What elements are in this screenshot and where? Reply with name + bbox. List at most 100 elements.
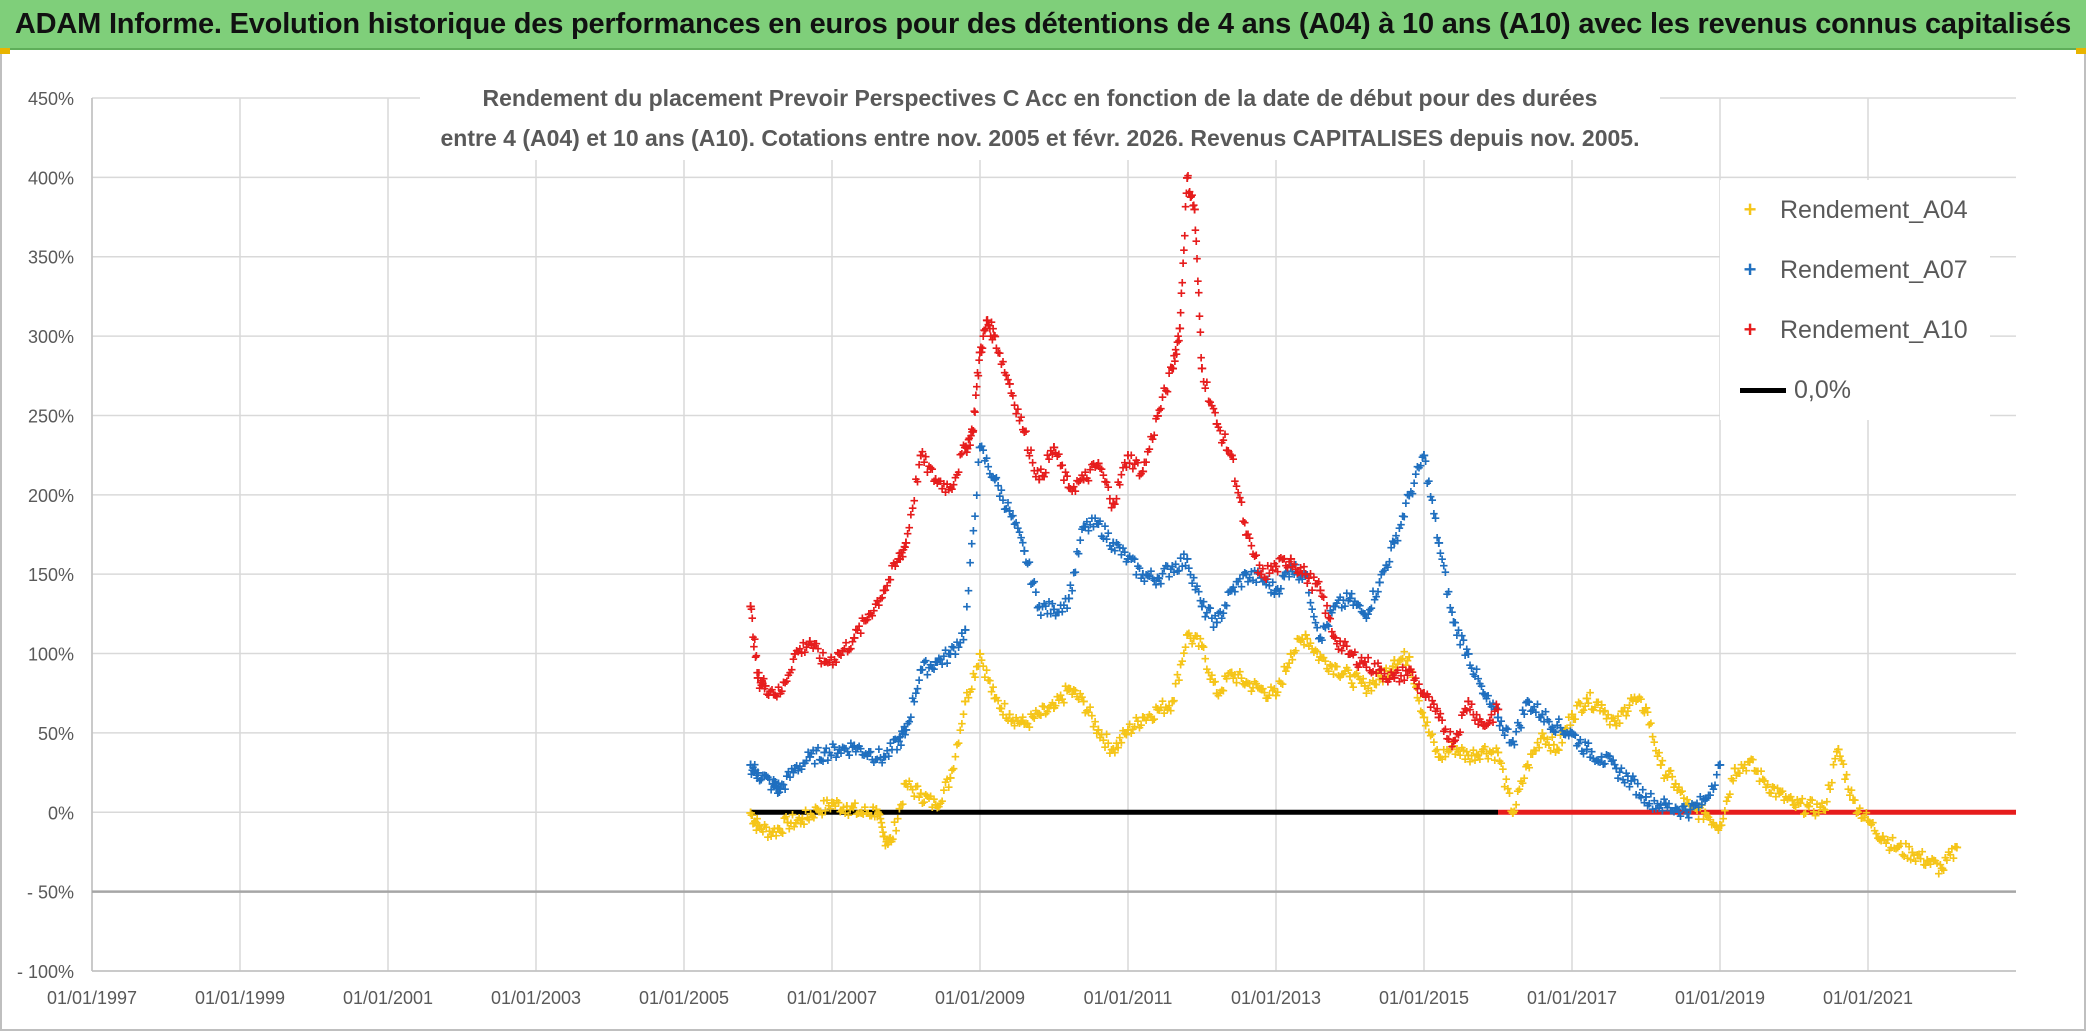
data-point-a04: + <box>760 816 769 833</box>
data-point-a07: + <box>1270 586 1279 603</box>
data-point-a04: + <box>1478 740 1488 759</box>
data-point-a04: + <box>1610 713 1619 730</box>
data-point-a04: + <box>1009 712 1018 729</box>
data-point-a04: + <box>1145 706 1154 723</box>
data-point-a04: + <box>1857 810 1866 827</box>
data-point-a07: + <box>1106 537 1115 554</box>
data-point-a07: + <box>1226 583 1235 600</box>
data-point-a04: + <box>1295 631 1304 648</box>
data-point-a04: + <box>1576 696 1585 713</box>
y-tick-label: 350% <box>28 248 74 268</box>
data-point-a07: + <box>1280 568 1289 585</box>
data-point-a07: + <box>851 743 860 760</box>
data-point-a07: + <box>1240 565 1249 582</box>
data-point-a07: + <box>916 660 926 679</box>
data-point-a04: + <box>1497 755 1506 772</box>
data-point-a07: + <box>1143 568 1152 585</box>
x-tick-label: 01/01/2017 <box>1527 988 1617 1008</box>
data-point-a07: + <box>1138 565 1148 584</box>
data-point-a04: + <box>1055 692 1064 709</box>
data-point-a04: + <box>1382 660 1391 677</box>
data-point-a04: + <box>1897 835 1906 852</box>
data-point-a07: + <box>1193 578 1202 595</box>
data-point-a10: + <box>1493 700 1503 719</box>
data-point-a04: + <box>1895 838 1904 855</box>
data-point-a04: + <box>1402 657 1411 674</box>
data-point-a04: + <box>1755 773 1764 790</box>
data-point-a07: + <box>974 454 983 471</box>
data-point-a07: + <box>878 754 887 771</box>
data-point-a04: + <box>1709 815 1718 832</box>
data-point-a04: + <box>1332 658 1341 675</box>
data-point-a04: + <box>975 645 985 664</box>
data-point-a04: + <box>1315 648 1325 667</box>
data-point-a04: + <box>1780 792 1789 809</box>
data-point-a04: + <box>1058 691 1067 708</box>
data-point-a07: + <box>1263 571 1272 588</box>
data-point-a07: + <box>1207 610 1216 627</box>
data-point-a04: + <box>1944 844 1953 861</box>
data-point-a07: + <box>834 740 844 759</box>
data-point-a04: + <box>1638 703 1647 720</box>
data-point-a07: + <box>1293 566 1302 583</box>
data-point-a07: + <box>931 652 941 671</box>
data-point-a04: + <box>1241 673 1251 692</box>
data-point-a07: + <box>1260 573 1269 590</box>
data-point-a07: + <box>786 769 795 786</box>
data-point-a04: + <box>1133 713 1142 730</box>
data-point-a04: + <box>1048 695 1057 712</box>
data-point-a04: + <box>1157 699 1166 716</box>
data-point-a07: + <box>1135 560 1144 577</box>
data-point-a04: + <box>1573 698 1582 715</box>
data-point-a04: + <box>1135 719 1144 736</box>
data-point-a04: + <box>1477 743 1486 760</box>
data-point-a07: + <box>992 469 1001 486</box>
data-point-a04: + <box>1602 711 1611 728</box>
data-point-a04: + <box>1852 805 1861 822</box>
data-point-a04: + <box>1360 676 1370 695</box>
data-point-a07: + <box>1071 564 1080 581</box>
data-point-a04: + <box>1928 851 1937 868</box>
data-point-a04: + <box>892 823 901 840</box>
data-point-a04: + <box>1700 803 1710 822</box>
data-point-a04: + <box>1018 709 1027 726</box>
data-point-a07: + <box>1265 577 1274 594</box>
data-point-a04: + <box>1691 800 1700 817</box>
data-point-a04: + <box>1854 804 1863 821</box>
data-point-a04: + <box>1408 669 1417 686</box>
data-point-a04: + <box>1104 735 1113 752</box>
data-point-a04: + <box>1693 802 1702 819</box>
data-point-a07: + <box>1127 551 1136 568</box>
data-point-a04: + <box>1734 765 1743 782</box>
x-tick-label: 01/01/2009 <box>935 988 1025 1008</box>
data-point-a10: + <box>752 648 761 665</box>
data-point-a04: + <box>1759 772 1769 791</box>
data-point-a04: + <box>1517 773 1526 790</box>
data-point-a04: + <box>1392 660 1401 677</box>
data-point-a04: + <box>1819 800 1829 819</box>
data-point-a04: + <box>1365 674 1374 691</box>
data-point-a07: + <box>1175 563 1184 580</box>
data-point-a04: + <box>1911 853 1920 870</box>
data-point-a04: + <box>977 652 986 669</box>
data-point-a04: + <box>888 831 897 848</box>
data-point-a04: + <box>1281 663 1290 680</box>
data-point-a04: + <box>1808 792 1817 809</box>
data-point-a04: + <box>1314 652 1323 669</box>
data-point-a07: + <box>1025 554 1034 571</box>
data-point-a04: + <box>1206 671 1215 688</box>
data-point-a07: + <box>958 625 967 642</box>
data-point-a04: + <box>1271 686 1281 705</box>
data-point-a04: + <box>1842 766 1851 783</box>
data-point-a04: + <box>1379 673 1388 690</box>
data-point-a04: + <box>1148 712 1157 729</box>
data-point-a07: + <box>1267 585 1276 602</box>
data-point-a04: + <box>1648 728 1657 745</box>
data-point-a04: + <box>1034 705 1044 724</box>
data-point-a04: + <box>857 803 867 822</box>
data-point-a04: + <box>1922 851 1932 870</box>
data-point-a04: + <box>1033 705 1042 722</box>
data-point-a04: + <box>1127 725 1136 742</box>
data-point-a07: + <box>1222 597 1231 614</box>
